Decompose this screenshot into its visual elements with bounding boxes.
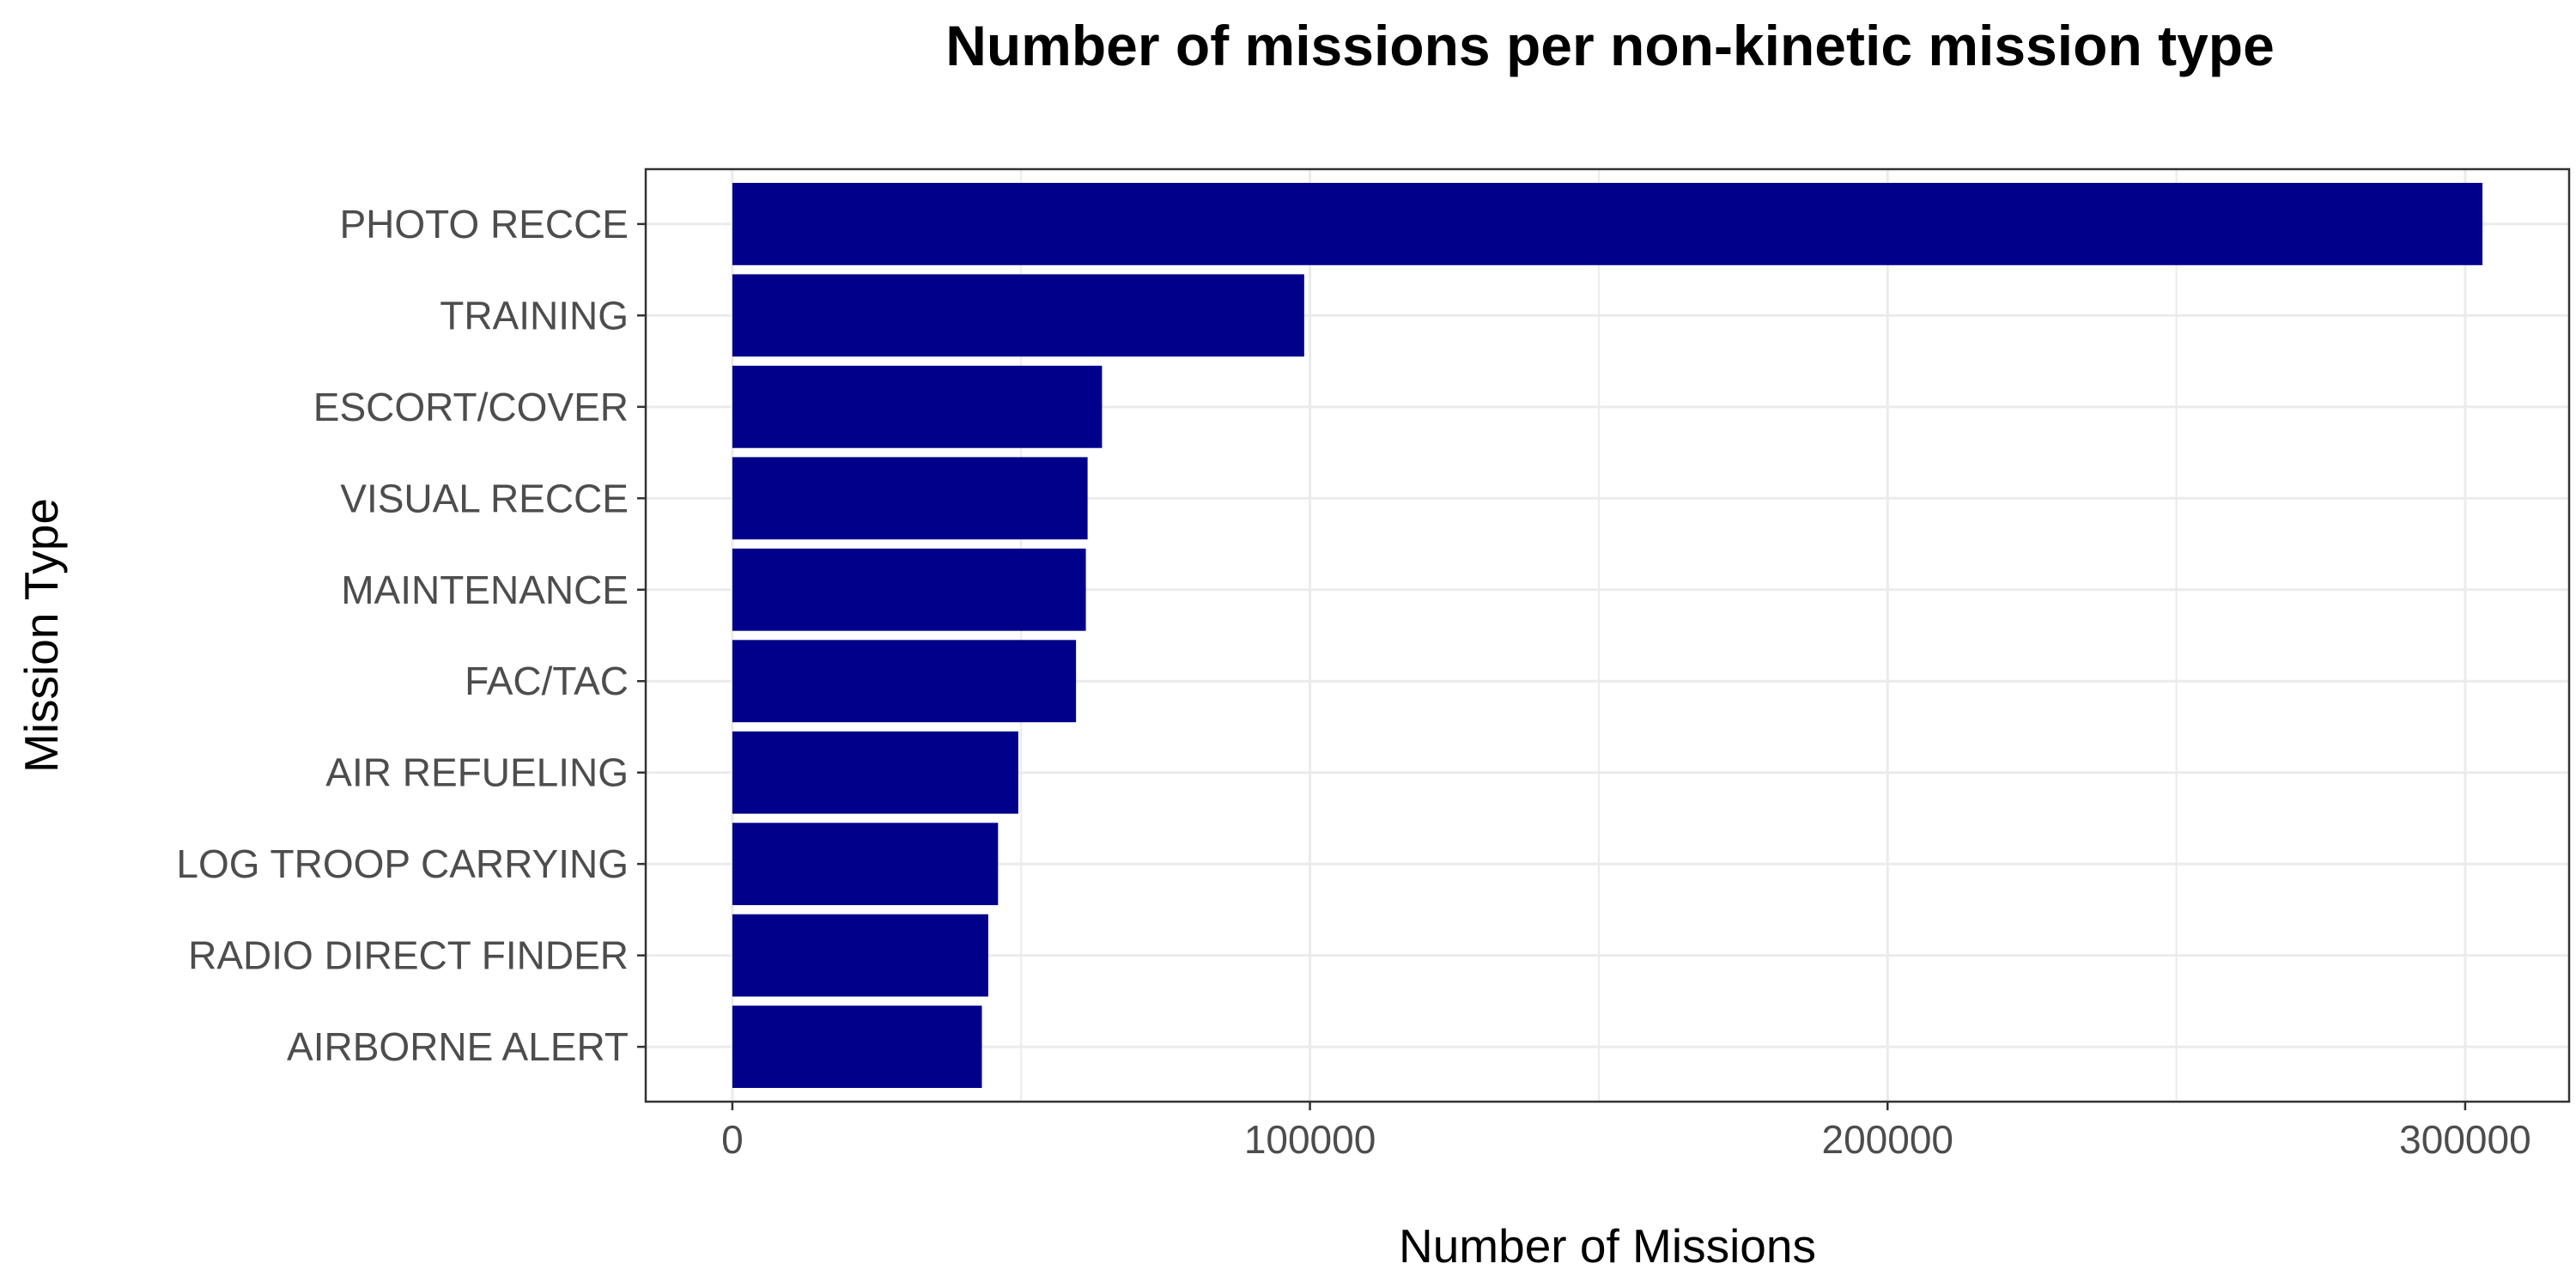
y-tick-label: FAC/TAC <box>465 659 629 703</box>
panel-border <box>644 167 2571 1103</box>
chart-title: Number of missions per non-kinetic missi… <box>945 14 2275 77</box>
y-tick-label: TRAINING <box>440 293 629 337</box>
bars <box>732 182 2483 1089</box>
y-tick-label: LOG TROOP CARRYING <box>176 841 629 886</box>
bar <box>732 914 988 997</box>
y-tick-label: VISUAL RECCE <box>340 476 629 520</box>
x-tick-label: 0 <box>721 1117 744 1162</box>
y-tick-label: AIR REFUELING <box>325 750 629 795</box>
x-tick-label: 100000 <box>1244 1117 1376 1162</box>
y-axis-ticks: PHOTO RECCE TRAINING ESCORT/COVER VISUAL RE… <box>176 202 646 1069</box>
bar <box>732 182 2483 265</box>
x-axis-title: Number of Missions <box>1399 1219 1816 1273</box>
x-tick-label: 200000 <box>1821 1117 1953 1162</box>
y-tick-label: AIRBORNE ALERT <box>287 1024 629 1069</box>
x-axis-ticks: 0 100000 200000 300000 <box>721 1102 2531 1162</box>
x-tick-label: 300000 <box>2399 1117 2531 1162</box>
bar <box>732 731 1018 814</box>
y-axis-title: Mission Type <box>15 498 68 773</box>
bar <box>732 640 1077 723</box>
bar <box>732 823 999 906</box>
bar <box>732 274 1304 357</box>
bar <box>732 365 1103 448</box>
y-tick-label: MAINTENANCE <box>341 568 629 612</box>
bar <box>732 1005 982 1089</box>
bar <box>732 548 1086 631</box>
y-tick-label: RADIO DIRECT FINDER <box>188 933 629 978</box>
y-tick-label: ESCORT/COVER <box>313 385 629 429</box>
y-tick-label: PHOTO RECCE <box>339 202 629 246</box>
bar <box>732 457 1088 540</box>
